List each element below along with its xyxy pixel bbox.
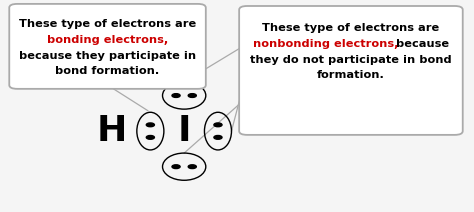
Text: nonbonding electrons,: nonbonding electrons,: [254, 39, 399, 49]
Circle shape: [188, 165, 196, 169]
Text: because: because: [392, 39, 449, 49]
Text: because they participate in: because they participate in: [19, 50, 196, 61]
Circle shape: [214, 135, 222, 139]
FancyBboxPatch shape: [9, 4, 206, 89]
Text: I: I: [177, 114, 191, 148]
Circle shape: [214, 123, 222, 127]
Circle shape: [146, 123, 155, 127]
Text: These type of electrons are: These type of electrons are: [262, 23, 439, 33]
Text: H: H: [97, 114, 127, 148]
Circle shape: [146, 135, 155, 139]
Text: These type of electrons are: These type of electrons are: [19, 19, 196, 29]
Text: formation.: formation.: [317, 70, 385, 80]
Text: they do not participate in bond: they do not participate in bond: [250, 55, 452, 65]
Circle shape: [172, 94, 180, 98]
Text: bonding electrons,: bonding electrons,: [47, 35, 168, 45]
Text: bond formation.: bond formation.: [55, 66, 160, 76]
FancyBboxPatch shape: [239, 6, 463, 135]
Circle shape: [172, 165, 180, 169]
Circle shape: [188, 94, 196, 98]
